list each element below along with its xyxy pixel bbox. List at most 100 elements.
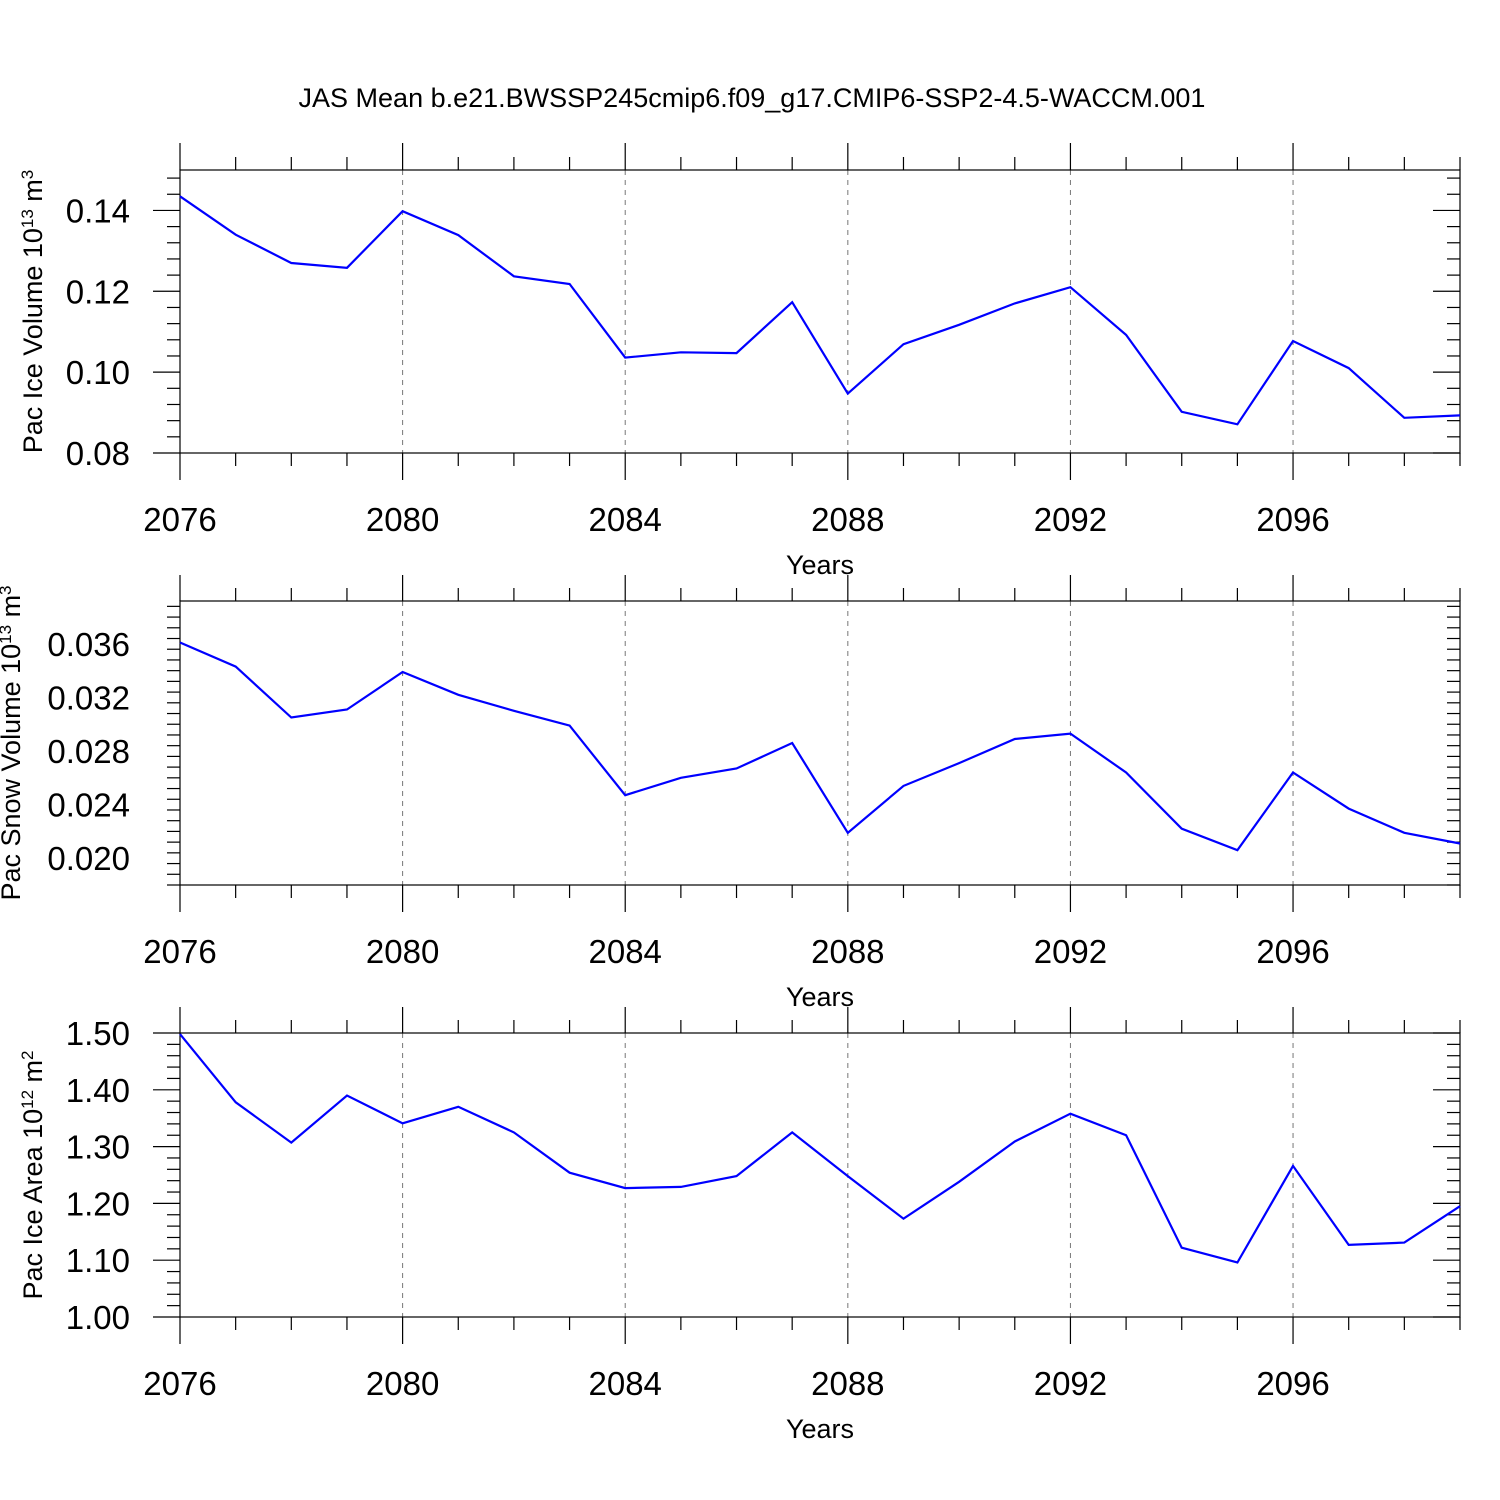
x-tick-label: 2096 (1256, 1365, 1329, 1402)
y-axis-label-text: m (18, 179, 48, 209)
data-point (345, 708, 349, 712)
data-point (1458, 841, 1462, 845)
data-point (1068, 732, 1072, 736)
data-point (790, 300, 794, 304)
x-tick-label: 2084 (589, 933, 662, 970)
x-axis-label: Years (786, 550, 854, 580)
y-tick-label: 0.020 (47, 840, 130, 877)
y-axis-label: Pac Ice Area 1012 m2 (18, 1050, 48, 1299)
y-axis-label-superscript: 13 (18, 209, 37, 228)
data-point (1013, 1139, 1017, 1143)
data-point (1180, 827, 1184, 831)
data-point (1068, 285, 1072, 289)
data-point (568, 282, 572, 286)
data-point (456, 1105, 460, 1109)
series-line (179, 641, 1461, 852)
data-point (1124, 333, 1128, 337)
y-axis-label-text: m (0, 595, 26, 625)
x-tick-label: 2076 (143, 1365, 216, 1402)
x-tick-label: 2080 (366, 1365, 439, 1402)
data-point (1402, 1241, 1406, 1245)
y-tick-label: 0.10 (66, 354, 130, 391)
y-tick-label: 1.40 (66, 1072, 130, 1109)
data-point (234, 665, 238, 669)
data-point (234, 1100, 238, 1104)
data-point (401, 670, 405, 674)
data-point (790, 741, 794, 745)
x-tick-label: 2076 (143, 501, 216, 538)
data-point (1291, 1164, 1295, 1168)
data-point (623, 1186, 627, 1190)
x-tick-label: 2088 (811, 933, 884, 970)
data-point (735, 766, 739, 770)
data-point (735, 1174, 739, 1178)
y-axis-label-text: Pac Ice Volume 10 (18, 228, 48, 453)
y-axis-label-superscript: 12 (18, 1090, 37, 1109)
data-point (1347, 366, 1351, 370)
y-axis-label-text: m (18, 1060, 48, 1090)
y-tick-label: 0.024 (47, 787, 130, 824)
y-tick-label: 1.30 (66, 1129, 130, 1166)
data-point (401, 209, 405, 213)
x-tick-label: 2092 (1034, 1365, 1107, 1402)
data-point (901, 1217, 905, 1221)
data-point (1291, 339, 1295, 343)
data-point (289, 716, 293, 720)
data-point (456, 233, 460, 237)
data-point (289, 1141, 293, 1145)
data-point (1402, 416, 1406, 420)
data-point (234, 233, 238, 237)
y-axis-label-text: Pac Ice Area 10 (18, 1109, 48, 1300)
x-tick-label: 2088 (811, 501, 884, 538)
data-point (1402, 831, 1406, 835)
data-point (679, 1185, 683, 1189)
data-point (512, 709, 516, 713)
data-point (790, 1130, 794, 1134)
data-point (178, 1032, 182, 1036)
data-point (178, 194, 182, 198)
series-line (179, 195, 1461, 426)
x-tick-label: 2096 (1256, 933, 1329, 970)
x-tick-label: 2080 (366, 501, 439, 538)
x-tick-label: 2080 (366, 933, 439, 970)
y-tick-label: 1.00 (66, 1299, 130, 1336)
data-point (1124, 770, 1128, 774)
figure-title: JAS Mean b.e21.BWSSP245cmip6.f09_g17.CMI… (299, 83, 1206, 113)
data-point (1458, 1204, 1462, 1208)
x-tick-label: 2092 (1034, 933, 1107, 970)
data-point (1458, 413, 1462, 417)
x-tick-label: 2084 (589, 1365, 662, 1402)
y-axis-label: Pac Snow Volume 1013 m3 (0, 585, 26, 900)
plot-frame (179, 169, 1461, 454)
data-point (512, 1130, 516, 1134)
y-tick-label: 0.028 (47, 733, 130, 770)
y-axis-label-superscript: 2 (18, 1050, 37, 1059)
data-point (1180, 1246, 1184, 1250)
data-point (846, 831, 850, 835)
chart-panel-2: 2076 2080 2084 2088 2092 2096 Years 0.020 0.024 0… (0, 575, 1462, 1012)
data-point (178, 641, 182, 645)
data-point (1180, 410, 1184, 414)
y-tick-label: 0.032 (47, 679, 130, 716)
y-tick-label: 0.12 (66, 273, 130, 310)
data-point (568, 724, 572, 728)
plot-frame (179, 1032, 1461, 1318)
series-line (179, 1033, 1461, 1264)
data-point (846, 392, 850, 396)
data-point (1235, 848, 1239, 852)
data-point (289, 261, 293, 265)
data-point (623, 793, 627, 797)
y-axis-label-superscript: 3 (18, 170, 37, 179)
data-point (957, 1180, 961, 1184)
data-point (1068, 1112, 1072, 1116)
chart-panels: 2076 2080 2084 2088 2092 2096 Years 0.08 0.10 0.1… (0, 143, 1462, 1444)
y-axis-label-superscript: 3 (0, 585, 15, 594)
data-point (679, 350, 683, 354)
data-point (1235, 1260, 1239, 1264)
y-tick-label: 1.20 (66, 1185, 130, 1222)
data-point (1235, 422, 1239, 426)
data-point (957, 323, 961, 327)
y-tick-label: 0.08 (66, 435, 130, 472)
y-axis-label-superscript: 13 (0, 625, 15, 644)
